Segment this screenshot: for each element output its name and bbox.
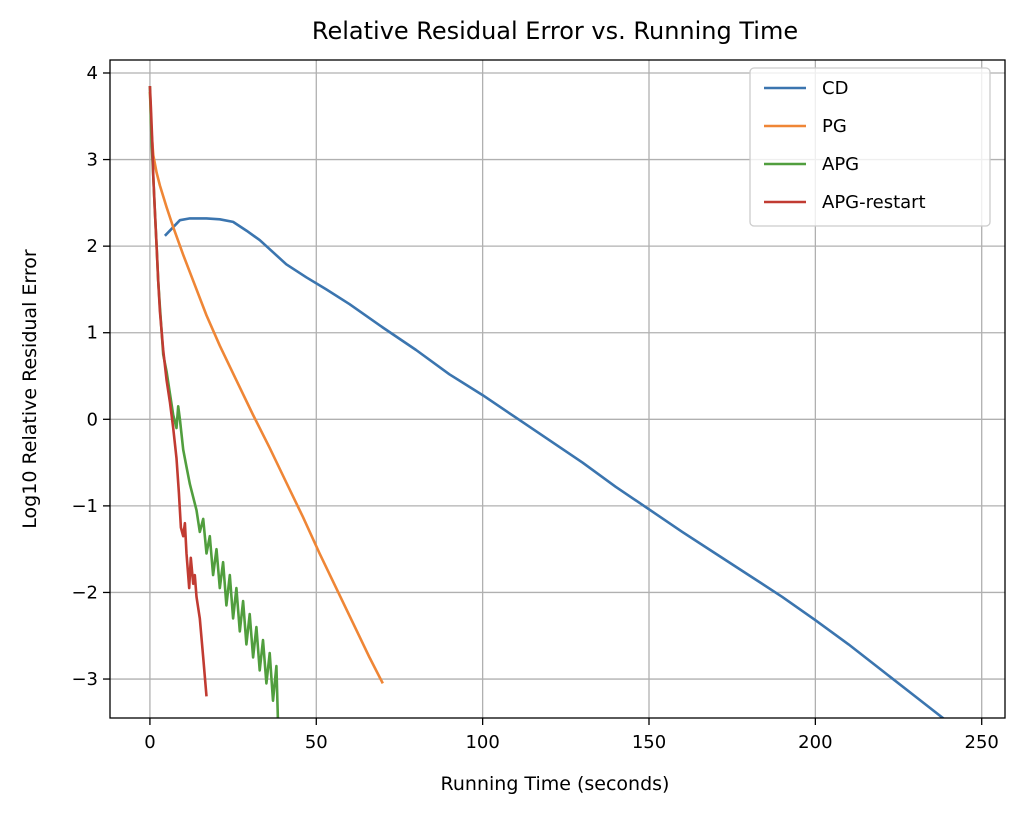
x-axis-label: Running Time (seconds) [441,773,670,795]
x-tick-label: 250 [965,732,999,753]
series-lines [148,85,946,718]
x-axis-ticks: 0 50 100 150 200 250 [144,718,999,753]
y-axis-label: Log10 Relative Residual Error [19,249,41,529]
y-tick-label: 0 [87,409,98,430]
plot-frame [109,59,1006,719]
grid [110,60,1005,718]
chart-title: Relative Residual Error vs. Running Time [312,17,798,45]
series-line-apg-restart [148,85,208,697]
series-line-pg [148,91,384,684]
legend-label-apg: APG [822,154,859,175]
y-axis-ticks: −3 −2 −1 0 1 2 3 4 [71,63,110,690]
y-tick-label: −3 [71,669,98,690]
x-tick-label: 0 [144,732,155,753]
y-tick-label: 1 [87,323,98,344]
legend-label-cd: CD [822,78,848,99]
legend: CD PG APG APG-restart [749,67,991,227]
legend-label-apg-restart: APG-restart [822,192,926,213]
y-tick-label: 2 [87,236,98,257]
x-tick-label: 100 [465,732,499,753]
x-tick-label: 50 [305,732,328,753]
legend-label-pg: PG [822,116,847,137]
x-tick-label: 150 [632,732,666,753]
y-tick-label: −2 [71,582,98,603]
legend-box [749,67,991,227]
y-tick-label: 4 [87,63,98,84]
x-tick-label: 200 [798,732,832,753]
y-tick-label: 3 [87,150,98,171]
series-line-cd [163,217,946,718]
y-tick-label: −1 [71,496,98,517]
